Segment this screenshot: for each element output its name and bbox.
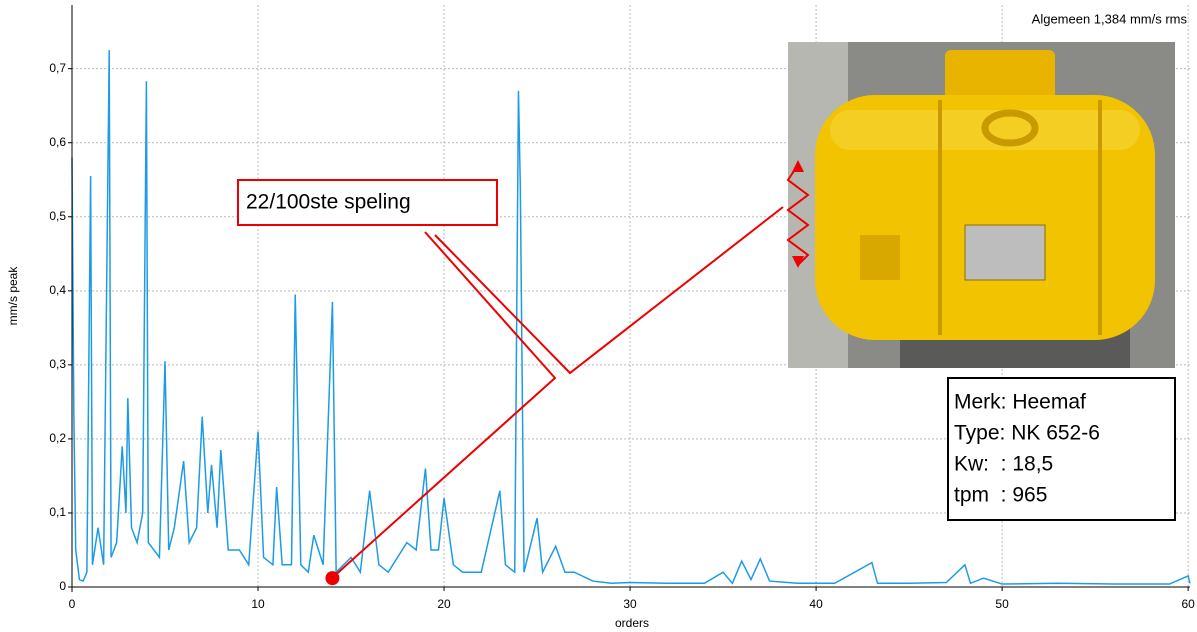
- x-tick-label: 40: [809, 597, 823, 611]
- callout-lines: [331, 206, 784, 579]
- y-tick-label: 0,2: [49, 431, 66, 445]
- callout-box: [237, 179, 498, 226]
- x-tick-label: 60: [1181, 597, 1195, 611]
- x-axis-label: orders: [615, 616, 649, 630]
- motor-photo: [786, 42, 1175, 368]
- info-box: [947, 377, 1176, 521]
- y-tick-label: 0,3: [49, 357, 66, 371]
- y-tick-label: 0: [59, 579, 66, 593]
- y-tick-label: 0,1: [49, 505, 66, 519]
- y-axis-label: mm/s peak: [6, 266, 20, 326]
- y-tick-label: 0,4: [49, 283, 66, 297]
- x-tick-label: 20: [437, 597, 451, 611]
- x-tick-label: 10: [251, 597, 265, 611]
- callout-label: 22/100ste speling: [246, 191, 411, 214]
- x-tick-label: 30: [623, 597, 637, 611]
- info-line: Kw: : 18,5: [954, 453, 1053, 476]
- x-tick-label: 0: [69, 597, 76, 611]
- info-line: Merk: Heemaf: [954, 391, 1086, 414]
- overall-label: Algemeen 1,384 mm/s rms: [1032, 11, 1188, 26]
- y-tick-label: 0,5: [49, 209, 66, 223]
- info-line: tpm : 965: [954, 484, 1047, 507]
- marker-point: [325, 571, 340, 586]
- y-tick-label: 0,6: [49, 135, 66, 149]
- spectrum-line: [71, 50, 1191, 585]
- info-line: Type: NK 652-6: [954, 422, 1100, 445]
- x-tick-label: 50: [995, 597, 1009, 611]
- y-tick-label: 0,7: [49, 61, 66, 75]
